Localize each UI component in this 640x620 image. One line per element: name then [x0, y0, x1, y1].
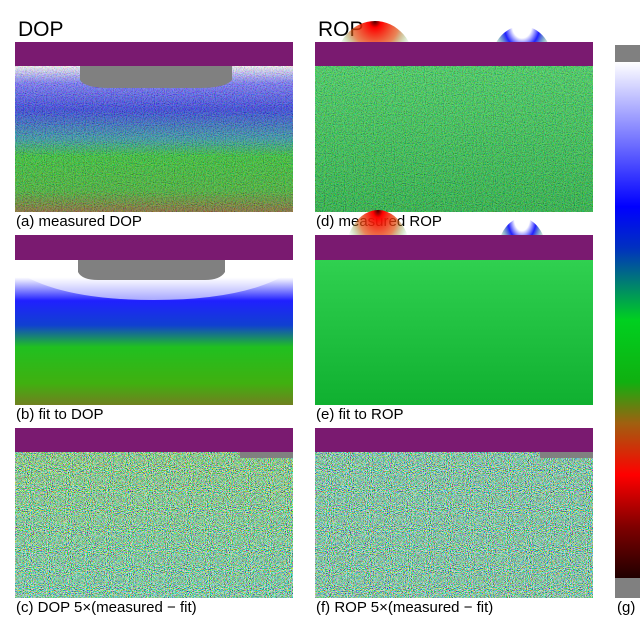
panel-caption: (e) fit to ROP: [316, 406, 404, 423]
panel-caption: (a) measured DOP: [16, 213, 142, 230]
panel: [15, 235, 293, 405]
panel: [15, 428, 293, 598]
panel-caption: (b) fit to DOP: [16, 406, 104, 423]
column-title: DOP: [18, 18, 64, 41]
panel: [315, 210, 593, 405]
panel-caption: (c) DOP 5×(measured − fit): [16, 599, 197, 616]
panel: [15, 42, 293, 212]
colorbar: [615, 45, 640, 598]
panel: [315, 428, 593, 598]
panel: [315, 21, 593, 212]
colorbar-caption: (g): [617, 599, 635, 616]
panel-caption: (f) ROP 5×(measured − fit): [316, 599, 493, 616]
